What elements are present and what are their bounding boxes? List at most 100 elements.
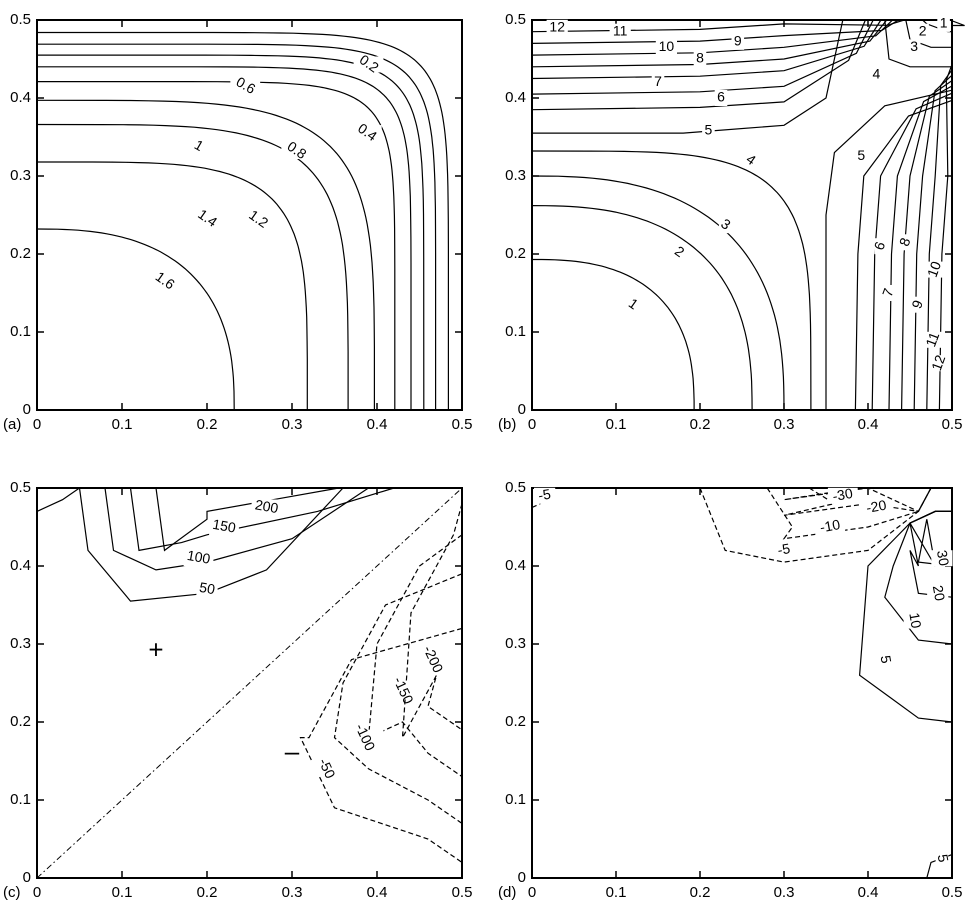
contour-line	[129, 487, 395, 552]
contour-line	[825, 89, 953, 410]
x-tick-label: 0.4	[858, 884, 879, 901]
contour-label-bg	[878, 651, 892, 668]
x-tick-label: 0	[33, 884, 41, 901]
contour-line	[155, 487, 416, 552]
contour-label-bg	[744, 152, 757, 169]
contour-label: 2	[919, 22, 927, 38]
contour-label-bg	[928, 355, 950, 372]
contour-label-bg	[351, 125, 382, 142]
contour-label: 20	[930, 584, 948, 602]
contour-label: 7	[654, 73, 662, 89]
y-tick-label: 0.5	[10, 11, 31, 28]
contour-line	[37, 81, 396, 410]
contour-line	[531, 150, 812, 411]
y-tick-label: 0	[23, 869, 31, 886]
panel-label: (b)	[498, 416, 516, 433]
contour-line	[531, 205, 753, 411]
x-tick-label: 0.3	[282, 416, 303, 433]
contour-label-bg	[912, 296, 925, 313]
contour-line	[37, 66, 412, 410]
contour-label-bg	[874, 238, 887, 255]
y-tick-label: 0.4	[10, 557, 31, 574]
contour-label-bg	[546, 19, 568, 36]
y-tick-label: 0.5	[10, 479, 31, 496]
contour-label-bg	[651, 74, 665, 91]
region-sign: –	[285, 736, 300, 766]
region-sign: +	[148, 635, 163, 665]
contour-label: -30	[831, 485, 854, 504]
x-tick-label: 0.4	[367, 884, 388, 901]
contour-line	[299, 627, 463, 863]
panel-label: (c)	[3, 884, 21, 901]
contour-label: 11	[613, 22, 628, 38]
y-tick-label: 0.4	[505, 557, 526, 574]
contour-label-bg	[861, 499, 892, 516]
x-tick-label: 0.4	[858, 416, 879, 433]
contour-line	[104, 487, 369, 571]
contour-label: 5	[857, 147, 865, 163]
contour-label-bg	[882, 285, 896, 301]
x-tick-label: 0	[528, 884, 536, 901]
contour-label: 3	[910, 38, 918, 54]
contour-label-bg	[815, 519, 846, 535]
contour-line	[532, 258, 695, 410]
contour-label: 12	[928, 353, 948, 373]
x-tick-label: 0	[528, 416, 536, 433]
contour-label-bg	[609, 23, 631, 40]
x-tick-label: 0.3	[282, 884, 303, 901]
contour-line	[78, 487, 344, 602]
panel-c: 0 0.1 0.2 0.3 0.4 0.5 0 0.1 0.2 0.3 0.4 0.5 (c) 50 100…	[3, 479, 472, 901]
y-tick-label: 0.3	[505, 635, 526, 652]
contour-line	[36, 487, 80, 512]
y-tick-label: 0.2	[10, 245, 31, 262]
y-tick-label: 0.2	[10, 713, 31, 730]
contour-line	[531, 19, 899, 44]
contour-label-bg	[714, 90, 728, 106]
contour-label: -20	[865, 497, 888, 516]
x-tick-label: 0.2	[197, 416, 218, 433]
y-tick-label: 0	[23, 401, 31, 418]
contour-label: 30	[934, 549, 952, 567]
contour-line	[333, 573, 463, 824]
contour-label-bg	[903, 612, 925, 629]
contour-label-bg	[311, 760, 341, 777]
y-tick-label: 0.4	[10, 89, 31, 106]
x-tick-label: 0.5	[452, 884, 473, 901]
contour-label-bg	[693, 51, 707, 67]
contour-line	[401, 503, 463, 738]
x-tick-label: 0.4	[367, 416, 388, 433]
contour-label-bg	[251, 499, 282, 516]
contour-label: 11	[922, 330, 942, 349]
contour-label-bg	[655, 39, 677, 56]
contour-label: 10	[924, 259, 944, 279]
y-tick-label: 0.3	[10, 167, 31, 184]
y-tick-label: 0.1	[10, 791, 31, 808]
contour-label: 12	[549, 19, 565, 35]
x-tick-label: 0.1	[112, 884, 133, 901]
x-tick-label: 0.1	[606, 884, 627, 901]
contour-label: 6	[717, 89, 725, 105]
contour-label-bg	[827, 487, 858, 504]
contour-label-bg	[935, 850, 949, 867]
contour-label-bg	[907, 39, 921, 56]
contour-line	[531, 19, 866, 111]
contour-label-bg	[413, 651, 452, 668]
contour-line	[884, 19, 952, 68]
x-tick-label: 0.1	[112, 416, 133, 433]
contour-line	[531, 19, 882, 80]
x-tick-label: 0.2	[197, 884, 218, 901]
panel-label: (d)	[498, 884, 516, 901]
contour-label: -5	[776, 540, 791, 558]
y-tick-label: 0.4	[505, 89, 526, 106]
plot-frame	[36, 487, 463, 879]
contour-line	[36, 123, 349, 410]
contour-line	[37, 43, 437, 410]
contour-label-bg	[345, 729, 384, 746]
contour-label: 9	[734, 33, 742, 49]
y-tick-label: 0.1	[10, 323, 31, 340]
contour-line	[854, 99, 953, 411]
x-tick-label: 0.3	[774, 884, 795, 901]
contour-line	[926, 69, 953, 411]
x-tick-label: 0.2	[690, 416, 711, 433]
